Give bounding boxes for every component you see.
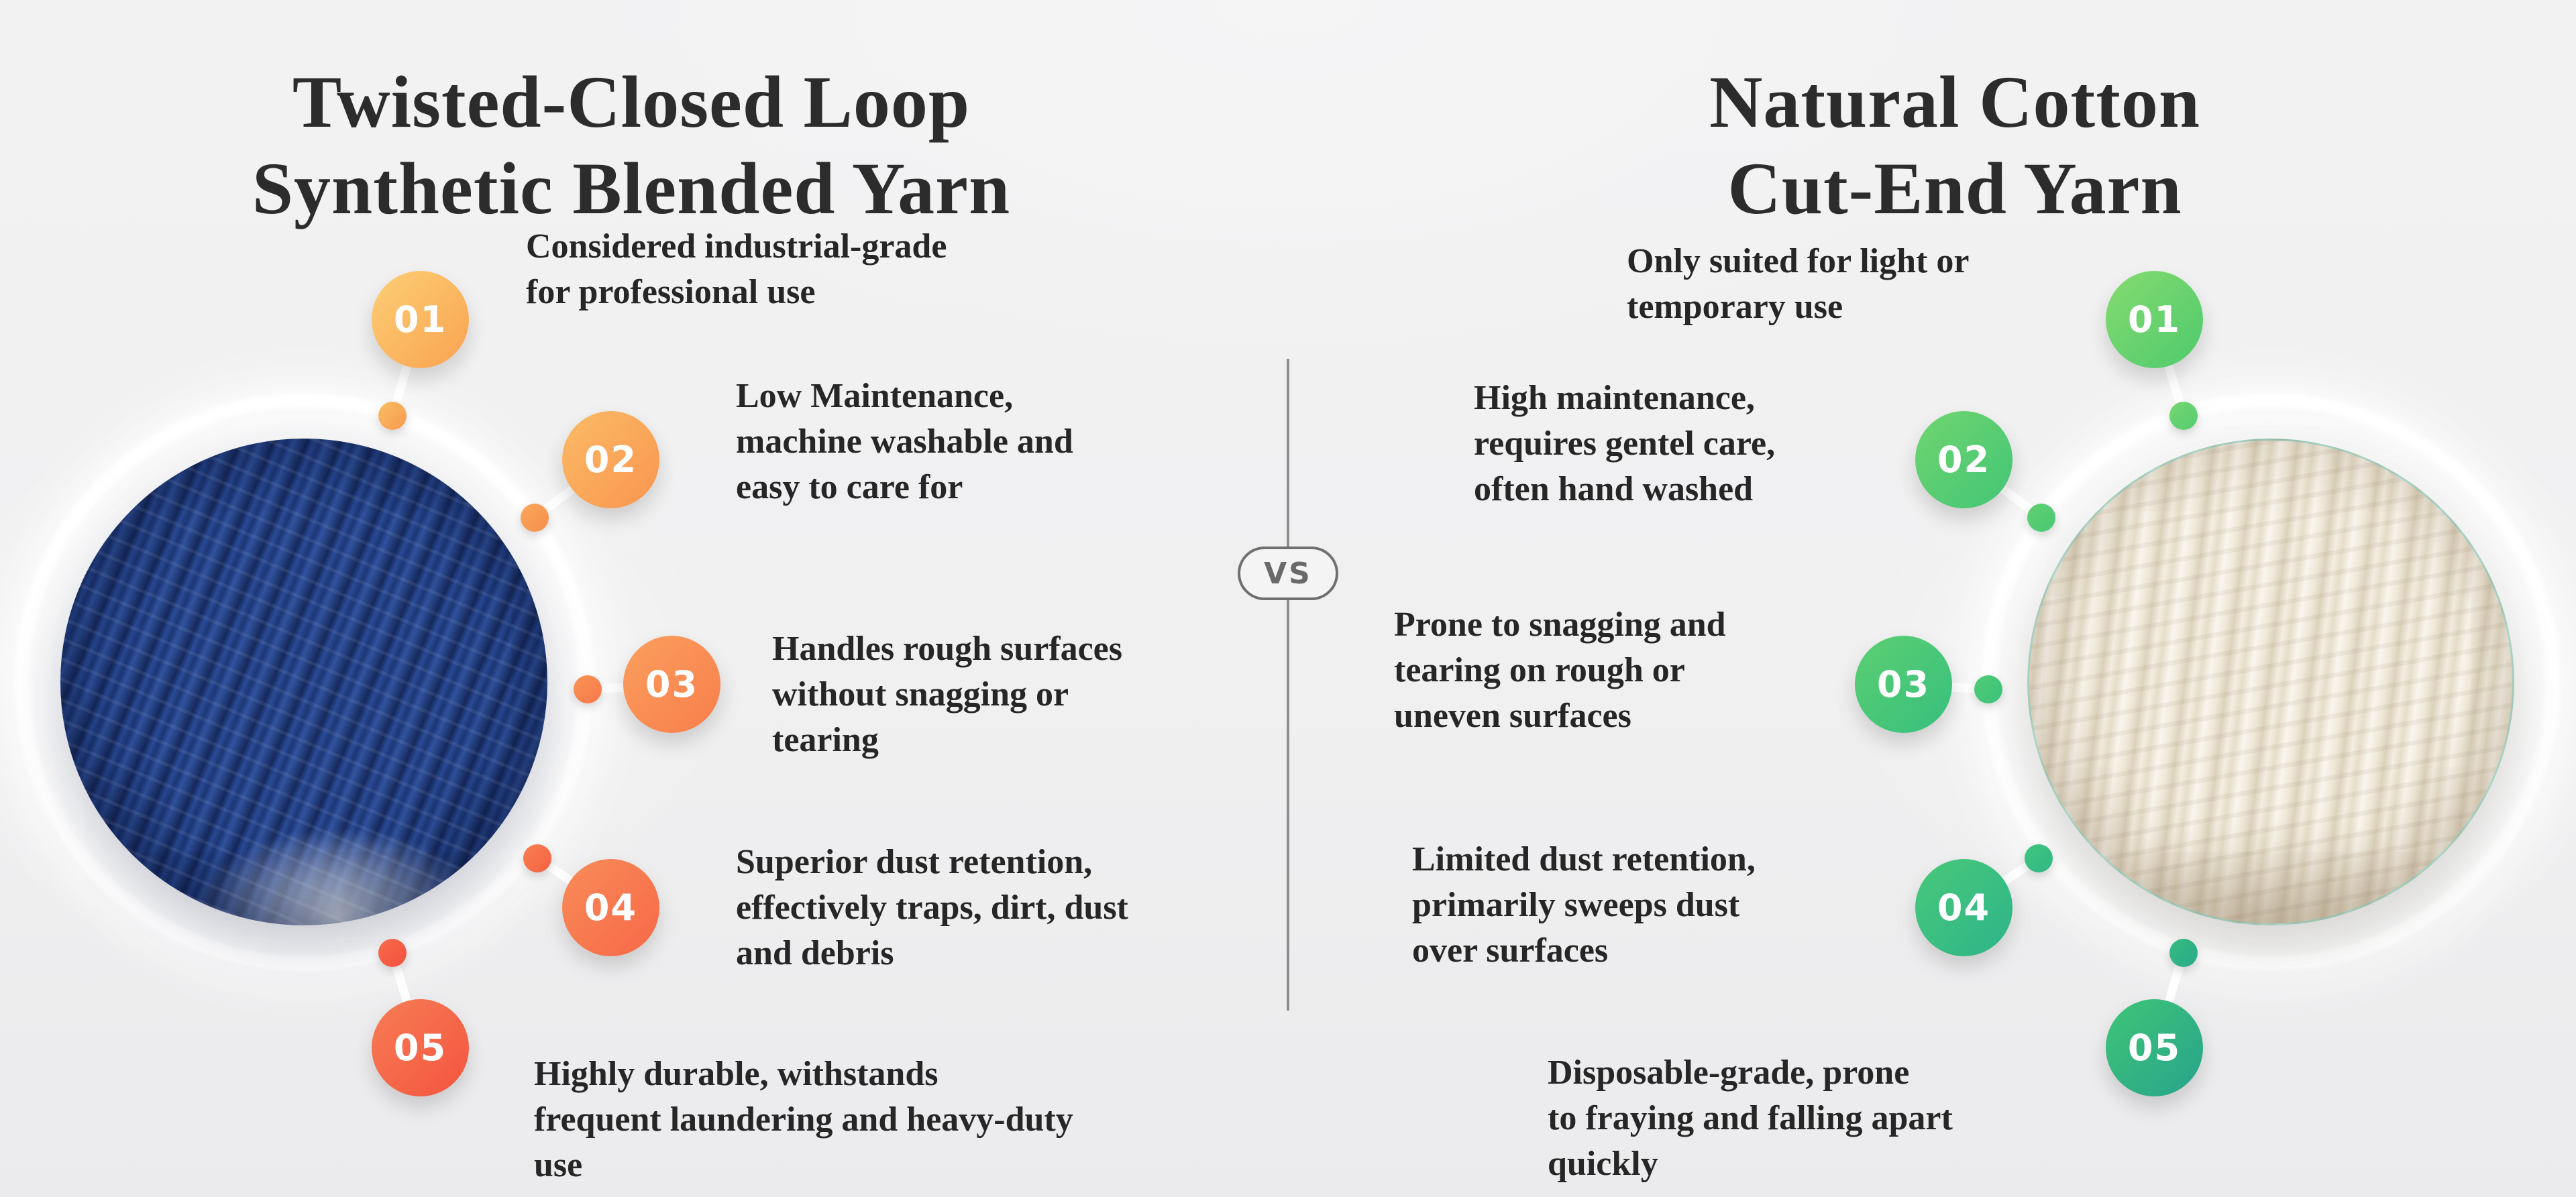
vs-badge: VS: [1238, 547, 1338, 600]
step-number: 04: [1937, 887, 1991, 929]
step-circle-right-01: 01: [2106, 271, 2203, 368]
step-circle-left-02: 02: [562, 411, 659, 508]
step-circle-left-04: 04: [562, 859, 659, 956]
connector-dot-icon: [523, 844, 551, 872]
center-divider-line: [1287, 359, 1289, 1011]
white-cotton-yarn-photo: [2027, 439, 2514, 925]
step-circle-right-03: 03: [1855, 636, 1952, 733]
step-number: 03: [645, 663, 699, 705]
feature-text-right-03: Prone to snagging and tearing on rough o…: [1394, 606, 1726, 736]
connector-dot-icon: [378, 939, 407, 967]
step-number: 01: [2127, 298, 2182, 341]
feature-text-left-04: Superior dust retention, effectively tra…: [736, 843, 1128, 973]
step-number: 02: [584, 439, 638, 481]
feature-text-left-05: Highly durable, withstands frequent laun…: [534, 1055, 1073, 1185]
step-circle-right-02: 02: [1915, 411, 2012, 508]
step-number: 03: [1876, 663, 1931, 705]
feature-text-right-04: Limited dust retention, primarily sweeps…: [1412, 840, 1756, 970]
connector-dot-icon: [521, 504, 549, 532]
connector-dot-icon: [2169, 939, 2198, 967]
feature-text-right-05: Disposable-grade, prone to fraying and f…: [1548, 1053, 1953, 1184]
step-number: 01: [393, 298, 447, 341]
vs-badge-label: VS: [1264, 556, 1312, 591]
step-number: 02: [1937, 439, 1991, 481]
feature-text-left-01: Considered industrial-grade for professi…: [526, 227, 947, 312]
connector-dot-icon: [2027, 504, 2055, 532]
feature-text-left-02: Low Maintenance, machine washable and ea…: [736, 377, 1073, 507]
right-panel-title: Natural Cotton Cut-End Yarn: [1709, 60, 2201, 230]
step-circle-right-05: 05: [2106, 999, 2203, 1096]
step-circle-left-01: 01: [372, 271, 469, 368]
step-circle-right-04: 04: [1915, 859, 2012, 956]
step-number: 05: [2127, 1027, 2182, 1069]
step-circle-left-03: 03: [623, 636, 720, 733]
feature-text-right-01: Only suited for light or temporary use: [1627, 242, 1970, 327]
connector-dot-icon: [1974, 675, 2002, 703]
connector-dot-icon: [2169, 402, 2198, 430]
step-circle-left-05: 05: [372, 999, 469, 1096]
step-number: 05: [393, 1027, 447, 1069]
connector-dot-icon: [378, 402, 407, 430]
feature-text-left-03: Handles rough surfaces without snagging …: [772, 630, 1122, 760]
blue-synthetic-yarn-photo: [60, 439, 547, 925]
left-panel-title: Twisted-Closed Loop Synthetic Blended Ya…: [252, 60, 1011, 230]
connector-dot-icon: [574, 675, 602, 703]
feature-text-right-02: High maintenance, requires gentel care, …: [1474, 379, 1776, 509]
connector-dot-icon: [2025, 844, 2053, 872]
step-number: 04: [584, 887, 638, 929]
